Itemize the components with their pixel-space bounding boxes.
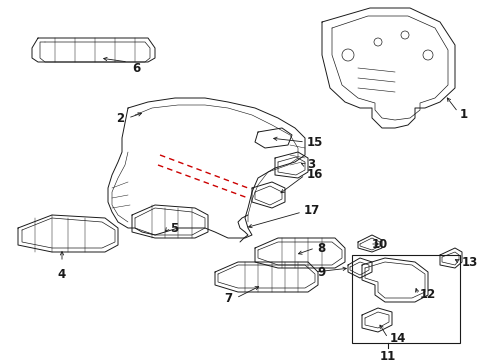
Bar <box>351 255 459 343</box>
Text: 14: 14 <box>389 332 406 345</box>
Text: 6: 6 <box>132 62 140 75</box>
Text: 3: 3 <box>306 158 314 171</box>
Text: 8: 8 <box>316 242 325 255</box>
Text: 11: 11 <box>379 350 395 360</box>
Text: 2: 2 <box>116 112 124 125</box>
Text: 16: 16 <box>306 168 323 181</box>
Text: 7: 7 <box>224 292 231 305</box>
Text: 5: 5 <box>170 221 178 234</box>
Text: 1: 1 <box>459 108 467 122</box>
Text: 17: 17 <box>304 203 320 216</box>
Text: 9: 9 <box>316 266 325 279</box>
Text: 12: 12 <box>419 288 435 302</box>
Text: 15: 15 <box>306 135 323 148</box>
Text: 10: 10 <box>371 238 387 251</box>
Text: 4: 4 <box>58 268 66 281</box>
Text: 13: 13 <box>461 256 477 269</box>
